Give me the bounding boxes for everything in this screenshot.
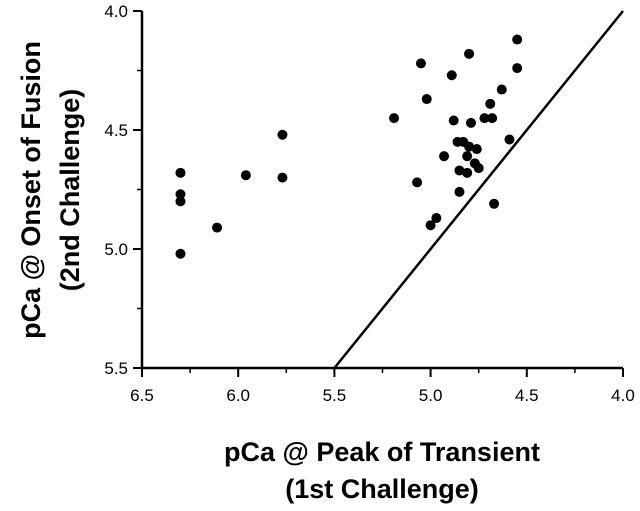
data-point xyxy=(462,151,473,162)
data-point xyxy=(473,163,484,174)
data-point xyxy=(175,196,186,207)
data-point xyxy=(175,189,186,200)
data-point xyxy=(496,84,507,95)
data-point xyxy=(240,170,251,181)
data-point xyxy=(175,248,186,259)
data-point xyxy=(464,48,475,59)
data-point xyxy=(512,34,523,45)
data-point xyxy=(431,213,442,224)
y-tick-label: 5.5 xyxy=(104,359,128,378)
x-axis-title-line-1: pCa @ Peak of Transient xyxy=(224,437,540,467)
data-point xyxy=(446,70,457,81)
y-axis-title-line-1: pCa @ Onset of Fusion xyxy=(16,41,46,339)
data-point xyxy=(512,63,523,74)
y-axis-title-line-2: (2nd Challenge) xyxy=(55,89,85,292)
data-point xyxy=(212,222,223,233)
data-point xyxy=(487,113,498,124)
data-point xyxy=(479,113,490,124)
data-point xyxy=(471,144,482,155)
data-point xyxy=(425,220,436,231)
data-point xyxy=(175,167,186,178)
plot-area: 6.5 6.0 5.5 5.0 4.5 4.0 4.0 4.5 5.0 5.5 xyxy=(104,2,634,405)
data-point xyxy=(485,98,496,109)
identity-line xyxy=(333,10,624,369)
data-point xyxy=(277,172,288,183)
x-tick-label: 6.0 xyxy=(226,386,250,405)
data-point xyxy=(412,177,423,188)
data-point xyxy=(389,113,400,124)
data-point xyxy=(448,115,459,126)
data-point xyxy=(464,141,475,152)
x-tick-label: 6.5 xyxy=(130,386,154,405)
data-point xyxy=(462,167,473,178)
data-point xyxy=(277,129,288,140)
y-tick-label: 4.5 xyxy=(104,121,128,140)
data-point xyxy=(421,94,432,105)
data-point xyxy=(439,151,450,162)
y-tick-label: 5.0 xyxy=(104,240,128,259)
data-point xyxy=(415,58,426,69)
x-tick-label: 5.0 xyxy=(419,386,443,405)
data-point xyxy=(454,186,465,197)
x-tick-label: 4.0 xyxy=(611,386,635,405)
data-point xyxy=(504,134,515,145)
x-axis-title-line-2: (1st Challenge) xyxy=(285,474,479,504)
y-tick-label: 4.0 xyxy=(104,2,128,21)
data-point xyxy=(466,117,477,128)
x-tick-label: 4.5 xyxy=(515,386,539,405)
data-point xyxy=(489,198,500,209)
data-point xyxy=(454,165,465,176)
x-tick-label: 5.5 xyxy=(323,386,347,405)
